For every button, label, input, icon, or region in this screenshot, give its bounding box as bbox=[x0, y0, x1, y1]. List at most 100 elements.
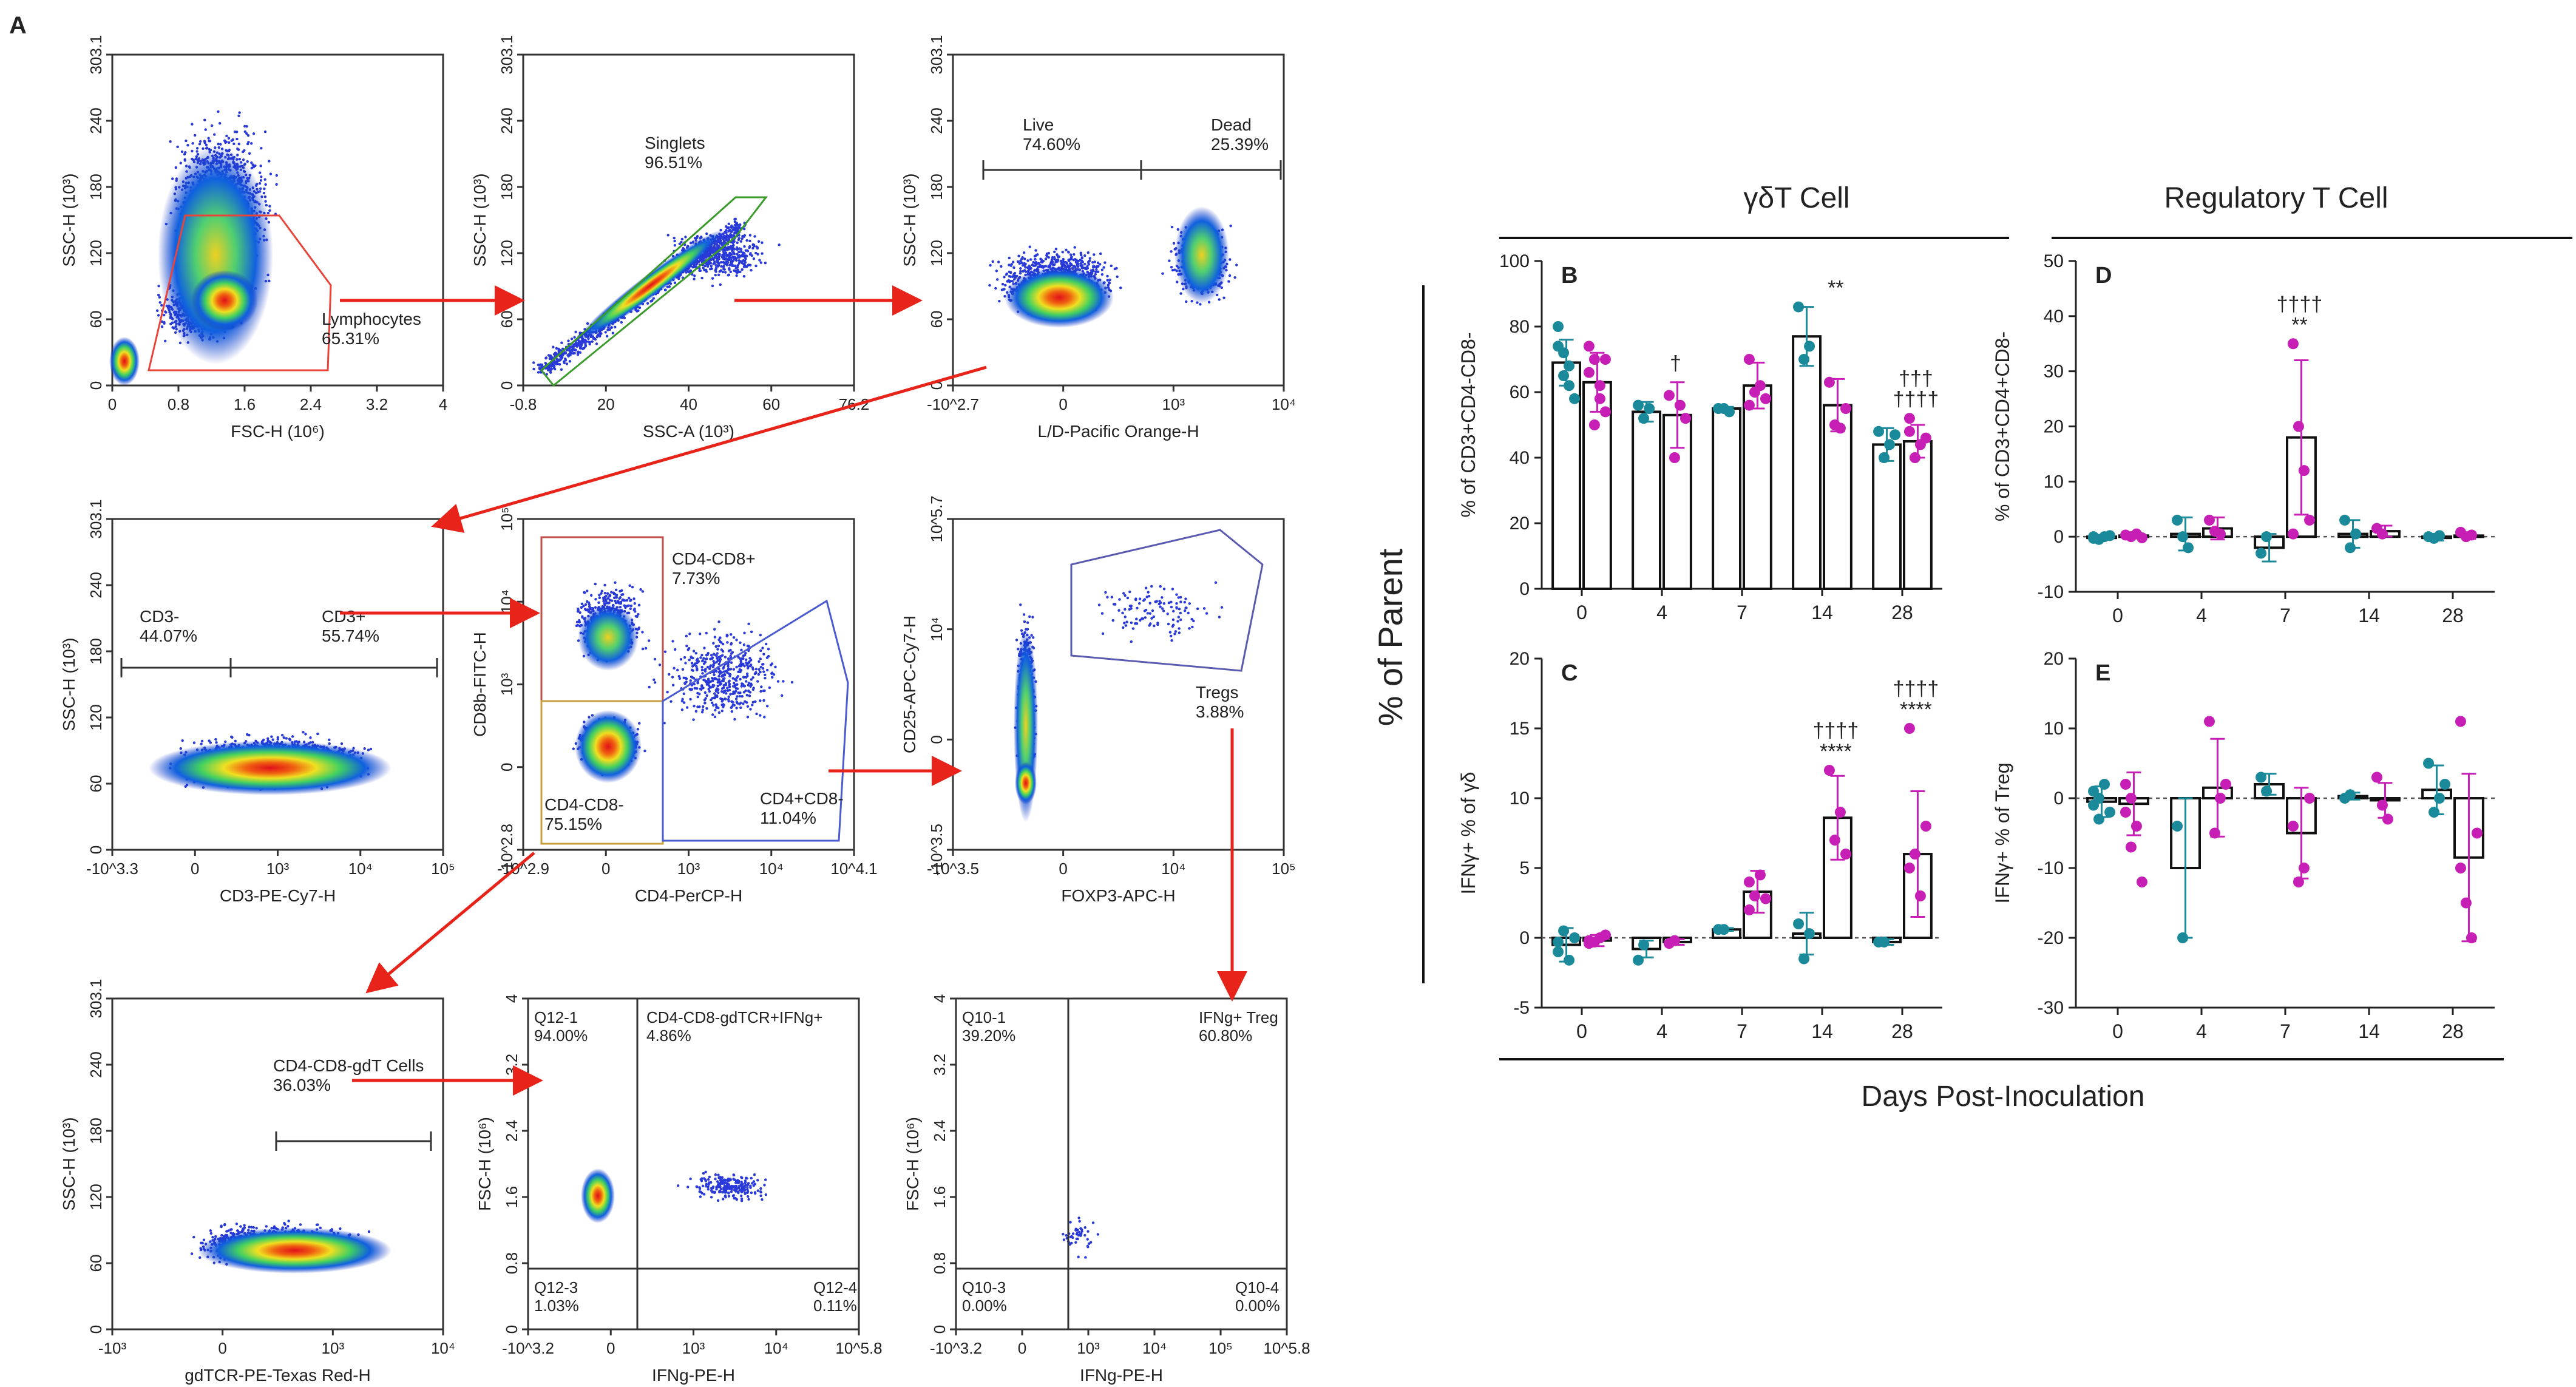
event-dot bbox=[565, 362, 569, 365]
event-dot bbox=[733, 217, 736, 221]
event-dot bbox=[1010, 263, 1013, 266]
event-dot bbox=[1013, 271, 1017, 275]
event-dot bbox=[198, 143, 202, 146]
event-dot bbox=[649, 300, 652, 303]
event-dot bbox=[291, 735, 294, 738]
event-dot bbox=[1048, 264, 1052, 268]
event-dot bbox=[1004, 283, 1007, 287]
event-dot bbox=[264, 183, 267, 186]
event-dot bbox=[740, 250, 743, 253]
event-dot bbox=[552, 345, 555, 348]
event-dot bbox=[1168, 259, 1171, 262]
event-dot bbox=[1069, 253, 1073, 256]
event-dot bbox=[1218, 298, 1221, 301]
event-dot bbox=[1014, 274, 1017, 277]
event-dot bbox=[275, 174, 278, 177]
event-dot bbox=[259, 171, 262, 174]
y-tick-label: 120 bbox=[87, 704, 105, 730]
event-dot bbox=[712, 262, 715, 265]
event-dot bbox=[1040, 258, 1043, 262]
event-dot bbox=[1021, 256, 1024, 259]
event-dot bbox=[1079, 259, 1082, 262]
event-dot bbox=[1022, 251, 1026, 254]
event-dot bbox=[636, 310, 639, 313]
x-tick-label: 0 bbox=[191, 860, 199, 878]
event-dot bbox=[724, 231, 727, 234]
event-dot bbox=[268, 160, 271, 163]
event-dot bbox=[727, 226, 730, 229]
event-dot bbox=[1040, 260, 1043, 263]
event-dot bbox=[743, 245, 746, 248]
event-dot bbox=[764, 262, 767, 265]
event-dot bbox=[705, 232, 708, 236]
y-tick-label: 0 bbox=[498, 381, 516, 390]
event-dot bbox=[204, 128, 207, 131]
event-dot bbox=[737, 237, 741, 240]
event-dot bbox=[263, 187, 266, 191]
x-tick-label: -0.8 bbox=[510, 395, 537, 413]
event-dot bbox=[1026, 259, 1029, 262]
event-dot bbox=[260, 175, 263, 178]
event-dot bbox=[1045, 254, 1048, 257]
x-axis-label: FSC-H (10⁶) bbox=[231, 422, 325, 441]
event-dot bbox=[1003, 276, 1006, 279]
event-dot bbox=[575, 342, 578, 345]
event-dot bbox=[724, 271, 727, 274]
event-dot bbox=[1044, 257, 1048, 260]
event-dot bbox=[1108, 279, 1111, 282]
event-dot bbox=[191, 149, 194, 153]
event-dot bbox=[248, 152, 251, 155]
event-dot bbox=[269, 172, 273, 175]
event-dot bbox=[538, 367, 541, 370]
event-dot bbox=[1051, 256, 1054, 259]
event-dot bbox=[192, 741, 196, 744]
event-dot bbox=[733, 220, 737, 223]
y-tick-label: 180 bbox=[498, 174, 516, 200]
event-dot bbox=[673, 236, 676, 240]
event-dot bbox=[711, 248, 714, 251]
event-dot bbox=[705, 268, 708, 272]
event-dot bbox=[708, 251, 711, 254]
plot-frame bbox=[111, 518, 444, 851]
event-dot bbox=[237, 142, 240, 146]
x-tick-label: 0 bbox=[108, 395, 117, 413]
event-dot bbox=[1073, 265, 1076, 268]
event-dot bbox=[1033, 254, 1037, 258]
event-dot bbox=[1073, 253, 1076, 256]
gate-value: 65.31% bbox=[322, 329, 379, 348]
event-dot bbox=[243, 124, 246, 128]
event-dot bbox=[574, 348, 577, 351]
event-dot bbox=[714, 246, 717, 250]
event-dot bbox=[228, 141, 231, 144]
event-dot bbox=[1031, 263, 1034, 266]
event-dot bbox=[1008, 263, 1011, 266]
event-dot bbox=[1075, 259, 1078, 262]
event-dot bbox=[243, 149, 246, 152]
event-dot bbox=[537, 371, 540, 374]
event-dot bbox=[720, 265, 723, 268]
event-dot bbox=[1090, 269, 1093, 272]
event-dot bbox=[1054, 248, 1058, 251]
event-dot bbox=[1108, 282, 1111, 285]
event-dot bbox=[729, 270, 732, 273]
event-dot bbox=[719, 239, 723, 243]
x-axis-label: SSC-A (10³) bbox=[643, 422, 734, 441]
event-dot bbox=[1034, 257, 1037, 261]
event-dot bbox=[268, 205, 271, 208]
event-dot bbox=[1229, 224, 1232, 228]
event-dot bbox=[1059, 259, 1063, 263]
event-dot bbox=[1093, 253, 1096, 256]
event-dot bbox=[560, 341, 563, 344]
gate-name: Lymphocytes bbox=[322, 310, 421, 328]
density-hotspot bbox=[191, 270, 258, 331]
event-dot bbox=[988, 283, 991, 287]
event-dot bbox=[646, 302, 649, 305]
event-dot bbox=[198, 140, 202, 143]
event-dot bbox=[714, 264, 717, 267]
event-dot bbox=[558, 362, 561, 366]
event-dot bbox=[1185, 300, 1188, 304]
event-dot bbox=[753, 235, 756, 238]
event-dot bbox=[710, 265, 713, 268]
x-tick-label: 0.8 bbox=[168, 395, 189, 413]
event-dot bbox=[728, 266, 731, 270]
